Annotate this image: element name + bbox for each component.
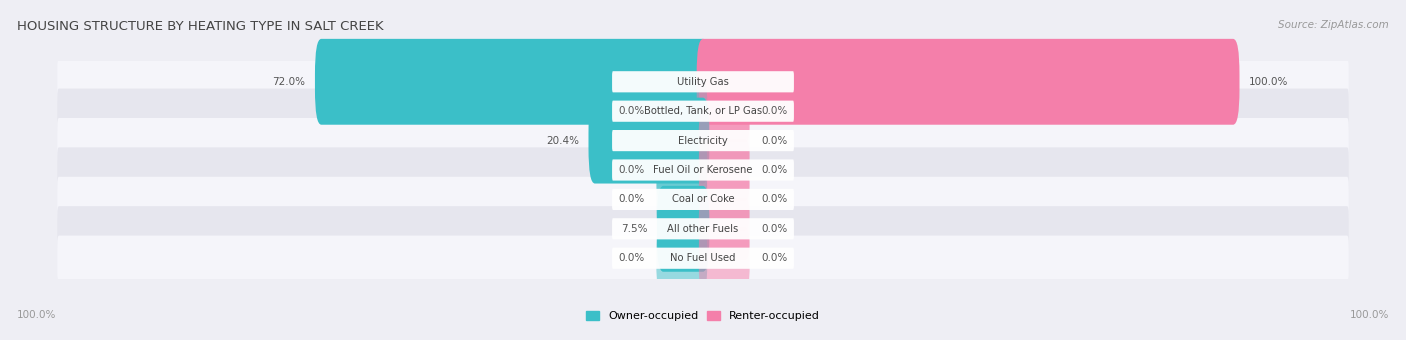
Legend: Owner-occupied, Renter-occupied: Owner-occupied, Renter-occupied [586,311,820,321]
Text: Fuel Oil or Kerosene: Fuel Oil or Kerosene [654,165,752,175]
FancyBboxPatch shape [699,139,749,201]
Text: 0.0%: 0.0% [619,165,645,175]
FancyBboxPatch shape [612,248,794,269]
FancyBboxPatch shape [58,206,1348,252]
Text: 0.0%: 0.0% [761,194,787,204]
FancyBboxPatch shape [612,189,794,210]
FancyBboxPatch shape [657,227,707,289]
Text: 0.0%: 0.0% [619,194,645,204]
Text: Utility Gas: Utility Gas [678,77,728,87]
FancyBboxPatch shape [699,227,749,289]
FancyBboxPatch shape [699,168,749,231]
FancyBboxPatch shape [58,59,1348,104]
FancyBboxPatch shape [657,186,710,272]
Text: All other Fuels: All other Fuels [668,224,738,234]
FancyBboxPatch shape [58,118,1348,163]
Text: 0.0%: 0.0% [761,253,787,263]
FancyBboxPatch shape [657,139,707,201]
Text: 0.0%: 0.0% [761,224,787,234]
FancyBboxPatch shape [612,71,794,92]
Text: Electricity: Electricity [678,136,728,146]
FancyBboxPatch shape [612,101,794,122]
Text: Source: ZipAtlas.com: Source: ZipAtlas.com [1278,20,1389,30]
FancyBboxPatch shape [58,88,1348,134]
FancyBboxPatch shape [612,130,794,151]
Text: 0.0%: 0.0% [619,253,645,263]
FancyBboxPatch shape [58,147,1348,193]
Text: 20.4%: 20.4% [546,136,579,146]
FancyBboxPatch shape [315,39,710,125]
FancyBboxPatch shape [58,236,1348,281]
Text: 7.5%: 7.5% [621,224,647,234]
Text: 100.0%: 100.0% [17,310,56,320]
Text: 0.0%: 0.0% [761,165,787,175]
FancyBboxPatch shape [612,159,794,181]
FancyBboxPatch shape [58,177,1348,222]
Text: 100.0%: 100.0% [1249,77,1288,87]
Text: 0.0%: 0.0% [761,106,787,116]
FancyBboxPatch shape [699,80,749,142]
Text: HOUSING STRUCTURE BY HEATING TYPE IN SALT CREEK: HOUSING STRUCTURE BY HEATING TYPE IN SAL… [17,20,384,33]
Text: No Fuel Used: No Fuel Used [671,253,735,263]
FancyBboxPatch shape [657,168,707,231]
Text: 72.0%: 72.0% [273,77,305,87]
Text: Coal or Coke: Coal or Coke [672,194,734,204]
Text: 0.0%: 0.0% [761,136,787,146]
FancyBboxPatch shape [699,109,749,172]
FancyBboxPatch shape [696,39,1240,125]
Text: 100.0%: 100.0% [1350,310,1389,320]
FancyBboxPatch shape [589,98,710,184]
FancyBboxPatch shape [657,80,707,142]
Text: Bottled, Tank, or LP Gas: Bottled, Tank, or LP Gas [644,106,762,116]
Text: 0.0%: 0.0% [619,106,645,116]
FancyBboxPatch shape [699,198,749,260]
FancyBboxPatch shape [612,218,794,239]
